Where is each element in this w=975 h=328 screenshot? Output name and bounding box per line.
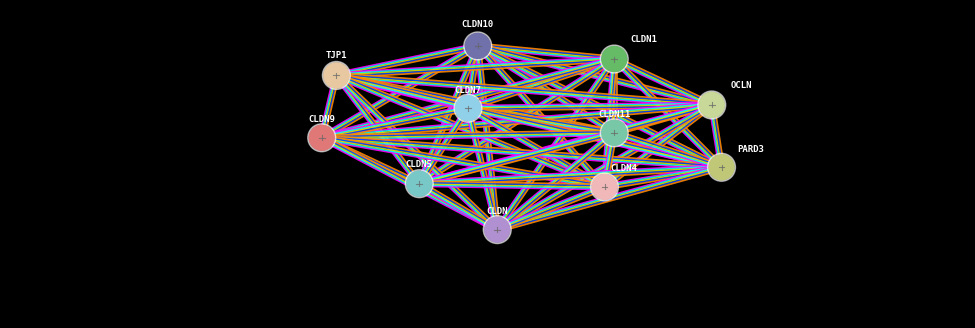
Ellipse shape [485,217,510,242]
Ellipse shape [454,94,482,122]
Ellipse shape [602,120,627,145]
Text: CLDN7: CLDN7 [454,86,482,95]
Ellipse shape [465,33,490,58]
Ellipse shape [484,215,511,244]
Text: CLDN5: CLDN5 [406,160,433,170]
Ellipse shape [592,174,617,199]
Ellipse shape [601,45,628,73]
Text: CLDN11: CLDN11 [598,110,631,119]
Ellipse shape [455,96,481,121]
Text: PARD3: PARD3 [737,145,764,154]
Ellipse shape [324,63,349,88]
Ellipse shape [309,125,334,150]
Text: CLDN9: CLDN9 [308,115,335,124]
Text: CLDN4: CLDN4 [610,164,638,173]
Ellipse shape [406,170,433,198]
Ellipse shape [591,173,618,201]
Ellipse shape [709,155,734,180]
Text: TJP1: TJP1 [326,51,347,60]
Text: CLDN10: CLDN10 [461,20,494,29]
Ellipse shape [708,153,735,181]
Text: CLDN: CLDN [487,207,508,216]
Ellipse shape [698,91,725,119]
Ellipse shape [308,124,335,152]
Ellipse shape [602,47,627,72]
Text: CLDN1: CLDN1 [630,35,657,44]
Ellipse shape [699,92,724,117]
Ellipse shape [601,119,628,147]
Text: OCLN: OCLN [730,81,752,90]
Ellipse shape [464,32,491,60]
Ellipse shape [407,171,432,196]
Ellipse shape [323,61,350,90]
